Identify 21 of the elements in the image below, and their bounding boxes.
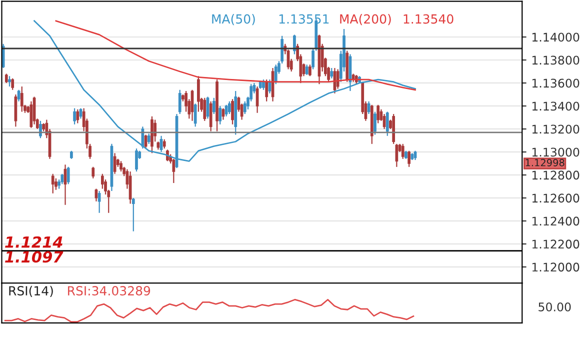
y-tick-label: 1.12800 bbox=[532, 170, 580, 180]
series-label: RSI:34.03289 bbox=[68, 286, 150, 296]
text: 1.12998 bbox=[526, 158, 564, 166]
y-tick-label: 1.13800 bbox=[532, 56, 580, 65]
y-tick-label: 1.13400 bbox=[532, 102, 580, 111]
y-tick-label: 1.12400 bbox=[532, 216, 580, 226]
y-tick-label: 1.14000 bbox=[532, 32, 580, 42]
annotation: 1.13540 bbox=[404, 14, 454, 24]
y-tick-label: 1.12200 bbox=[532, 240, 580, 249]
annotation: 1.13551 bbox=[279, 14, 329, 24]
text: MA(50) bbox=[212, 14, 255, 26]
y-tick-label: 1.13000 bbox=[532, 148, 580, 157]
text: MA(200) bbox=[340, 14, 391, 26]
y-tick-label: 1.13600 bbox=[532, 78, 580, 88]
y-tick-label: 1.12600 bbox=[532, 194, 580, 203]
chart-title: RSI(14) bbox=[9, 286, 53, 297]
text: 50.00 bbox=[538, 302, 571, 312]
annotation: 1.1097 bbox=[5, 251, 64, 263]
ref-line-label: 1.1214 bbox=[5, 236, 62, 248]
y-tick-label: 1.13200 bbox=[532, 124, 580, 134]
y-tick-label: 1.12000 bbox=[532, 262, 580, 272]
